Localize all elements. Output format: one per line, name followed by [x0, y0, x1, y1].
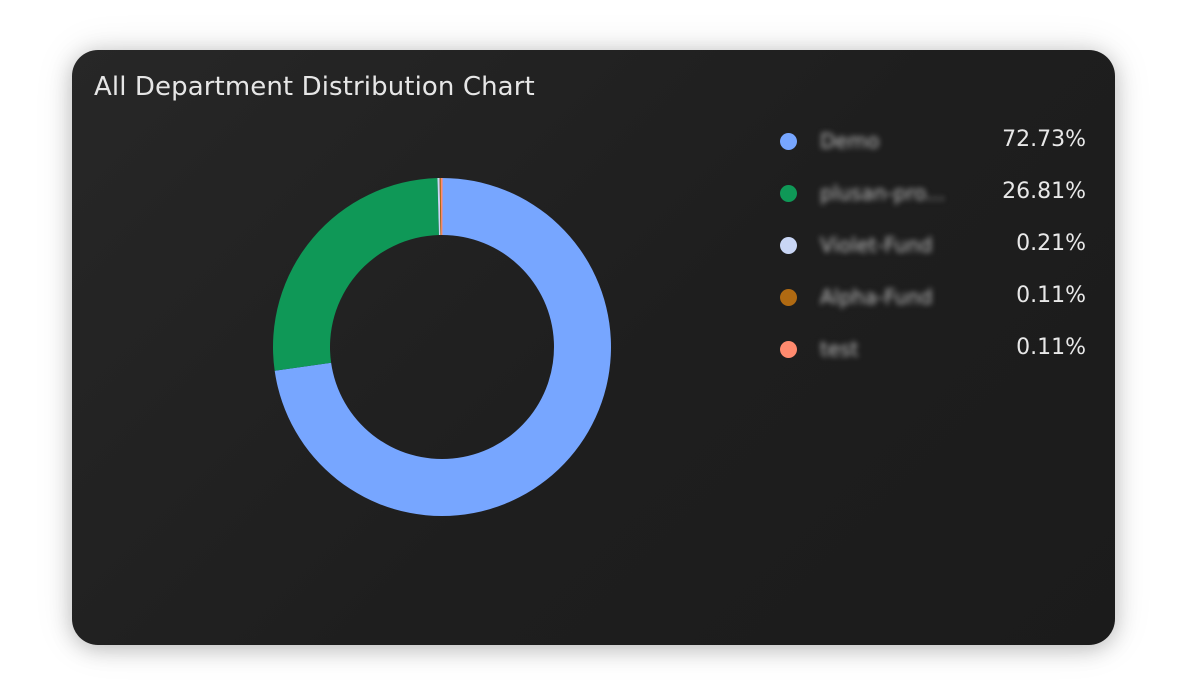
legend-item[interactable]: test 0.11%	[774, 324, 1094, 376]
legend-item[interactable]: Violet-Fund 0.21%	[774, 220, 1094, 272]
legend-color-dot	[780, 237, 797, 254]
legend: Demo 72.73% plusan-pro... 26.81% Violet-Fund…	[774, 116, 1094, 376]
legend-label: plusan-pro...	[820, 181, 945, 205]
legend-label: Violet-Fund	[820, 233, 933, 257]
legend-label: Demo	[820, 129, 880, 153]
legend-color-dot	[780, 185, 797, 202]
chart-card: All Department Distribution Chart Demo 72…	[72, 50, 1115, 645]
legend-value: 0.11%	[1016, 335, 1086, 360]
donut-slice-2[interactable]	[273, 178, 439, 371]
legend-item[interactable]: Alpha-Fund 0.11%	[774, 272, 1094, 324]
donut-chart	[273, 178, 611, 516]
legend-value: 72.73%	[1002, 127, 1086, 152]
chart-title: All Department Distribution Chart	[94, 72, 535, 102]
donut-slice-3[interactable]	[437, 178, 441, 236]
legend-item[interactable]: plusan-pro... 26.81%	[774, 168, 1094, 220]
legend-value: 0.11%	[1016, 283, 1086, 308]
legend-value: 26.81%	[1002, 179, 1086, 204]
legend-value: 0.21%	[1016, 231, 1086, 256]
legend-label: Alpha-Fund	[820, 285, 933, 309]
legend-color-dot	[780, 341, 797, 358]
donut-slice-1[interactable]	[274, 178, 611, 516]
donut-slice-5[interactable]	[440, 178, 443, 236]
legend-item[interactable]: Demo 72.73%	[774, 116, 1094, 168]
legend-label: test	[820, 337, 859, 361]
legend-color-dot	[780, 133, 797, 150]
legend-color-dot	[780, 289, 797, 306]
